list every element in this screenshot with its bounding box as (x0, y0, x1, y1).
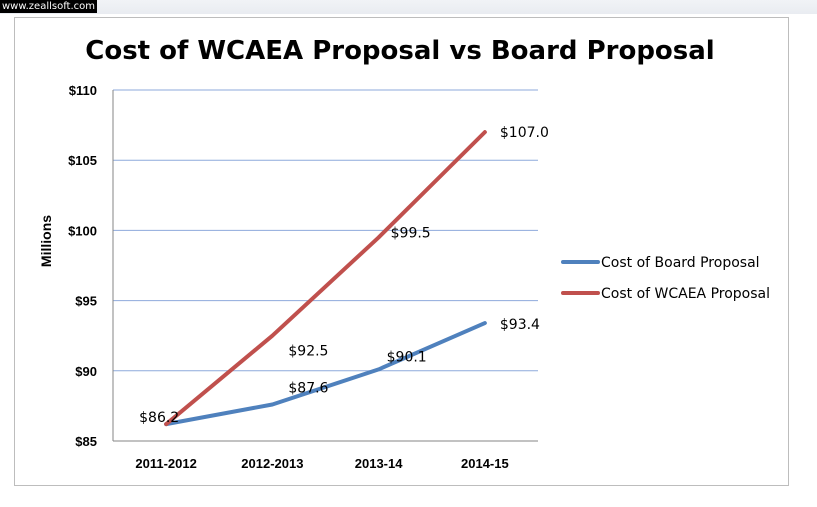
data-label: $107.0 (500, 125, 549, 141)
x-tick-label: 2014-15 (461, 456, 509, 471)
top-strip (0, 0, 817, 14)
series-lines (164, 130, 487, 427)
x-tick-label: 2011-2012 (135, 456, 196, 471)
series-line-board (164, 321, 487, 427)
data-label: $92.5 (288, 344, 328, 360)
series-line-wcaea (164, 130, 487, 427)
legend: Cost of Board Proposal Cost of WCAEA Prop… (561, 255, 770, 302)
chart-frame (14, 17, 789, 486)
y-tick-label: $95 (75, 294, 97, 309)
y-tick-label: $110 (69, 83, 97, 98)
y-tick-label: $90 (75, 364, 97, 379)
legend-label: Cost of Board Proposal (601, 255, 760, 271)
y-tick-label: $105 (68, 153, 97, 168)
y-tick-label: $85 (75, 434, 97, 449)
axes (112, 90, 538, 442)
legend-label: Cost of WCAEA Proposal (601, 286, 770, 302)
y-axis-label: Millions (38, 215, 54, 267)
data-labels: $86.2 $87.6 $90.1 $93.4 $92.5 $99.5 $107.0 (139, 125, 549, 426)
data-label: $90.1 (387, 349, 427, 365)
x-tick-label: 2012-2013 (241, 456, 303, 471)
data-label: $86.2 (139, 410, 179, 426)
data-label: $93.4 (500, 317, 540, 333)
grid-lines (113, 89, 538, 372)
chart-title: Cost of WCAEA Proposal vs Board Proposal (85, 36, 714, 66)
x-axis-ticks: 2011-2012 2012-2013 2013-14 2014-15 (135, 456, 508, 471)
data-label: $99.5 (391, 225, 431, 241)
y-axis-ticks: $85 $90 $95 $100 $105 $110 (68, 83, 97, 449)
watermark: www.zeallsoft.com (0, 0, 98, 13)
y-tick-label: $100 (68, 223, 97, 238)
x-tick-label: 2013-14 (355, 456, 403, 471)
data-label: $87.6 (288, 380, 328, 396)
